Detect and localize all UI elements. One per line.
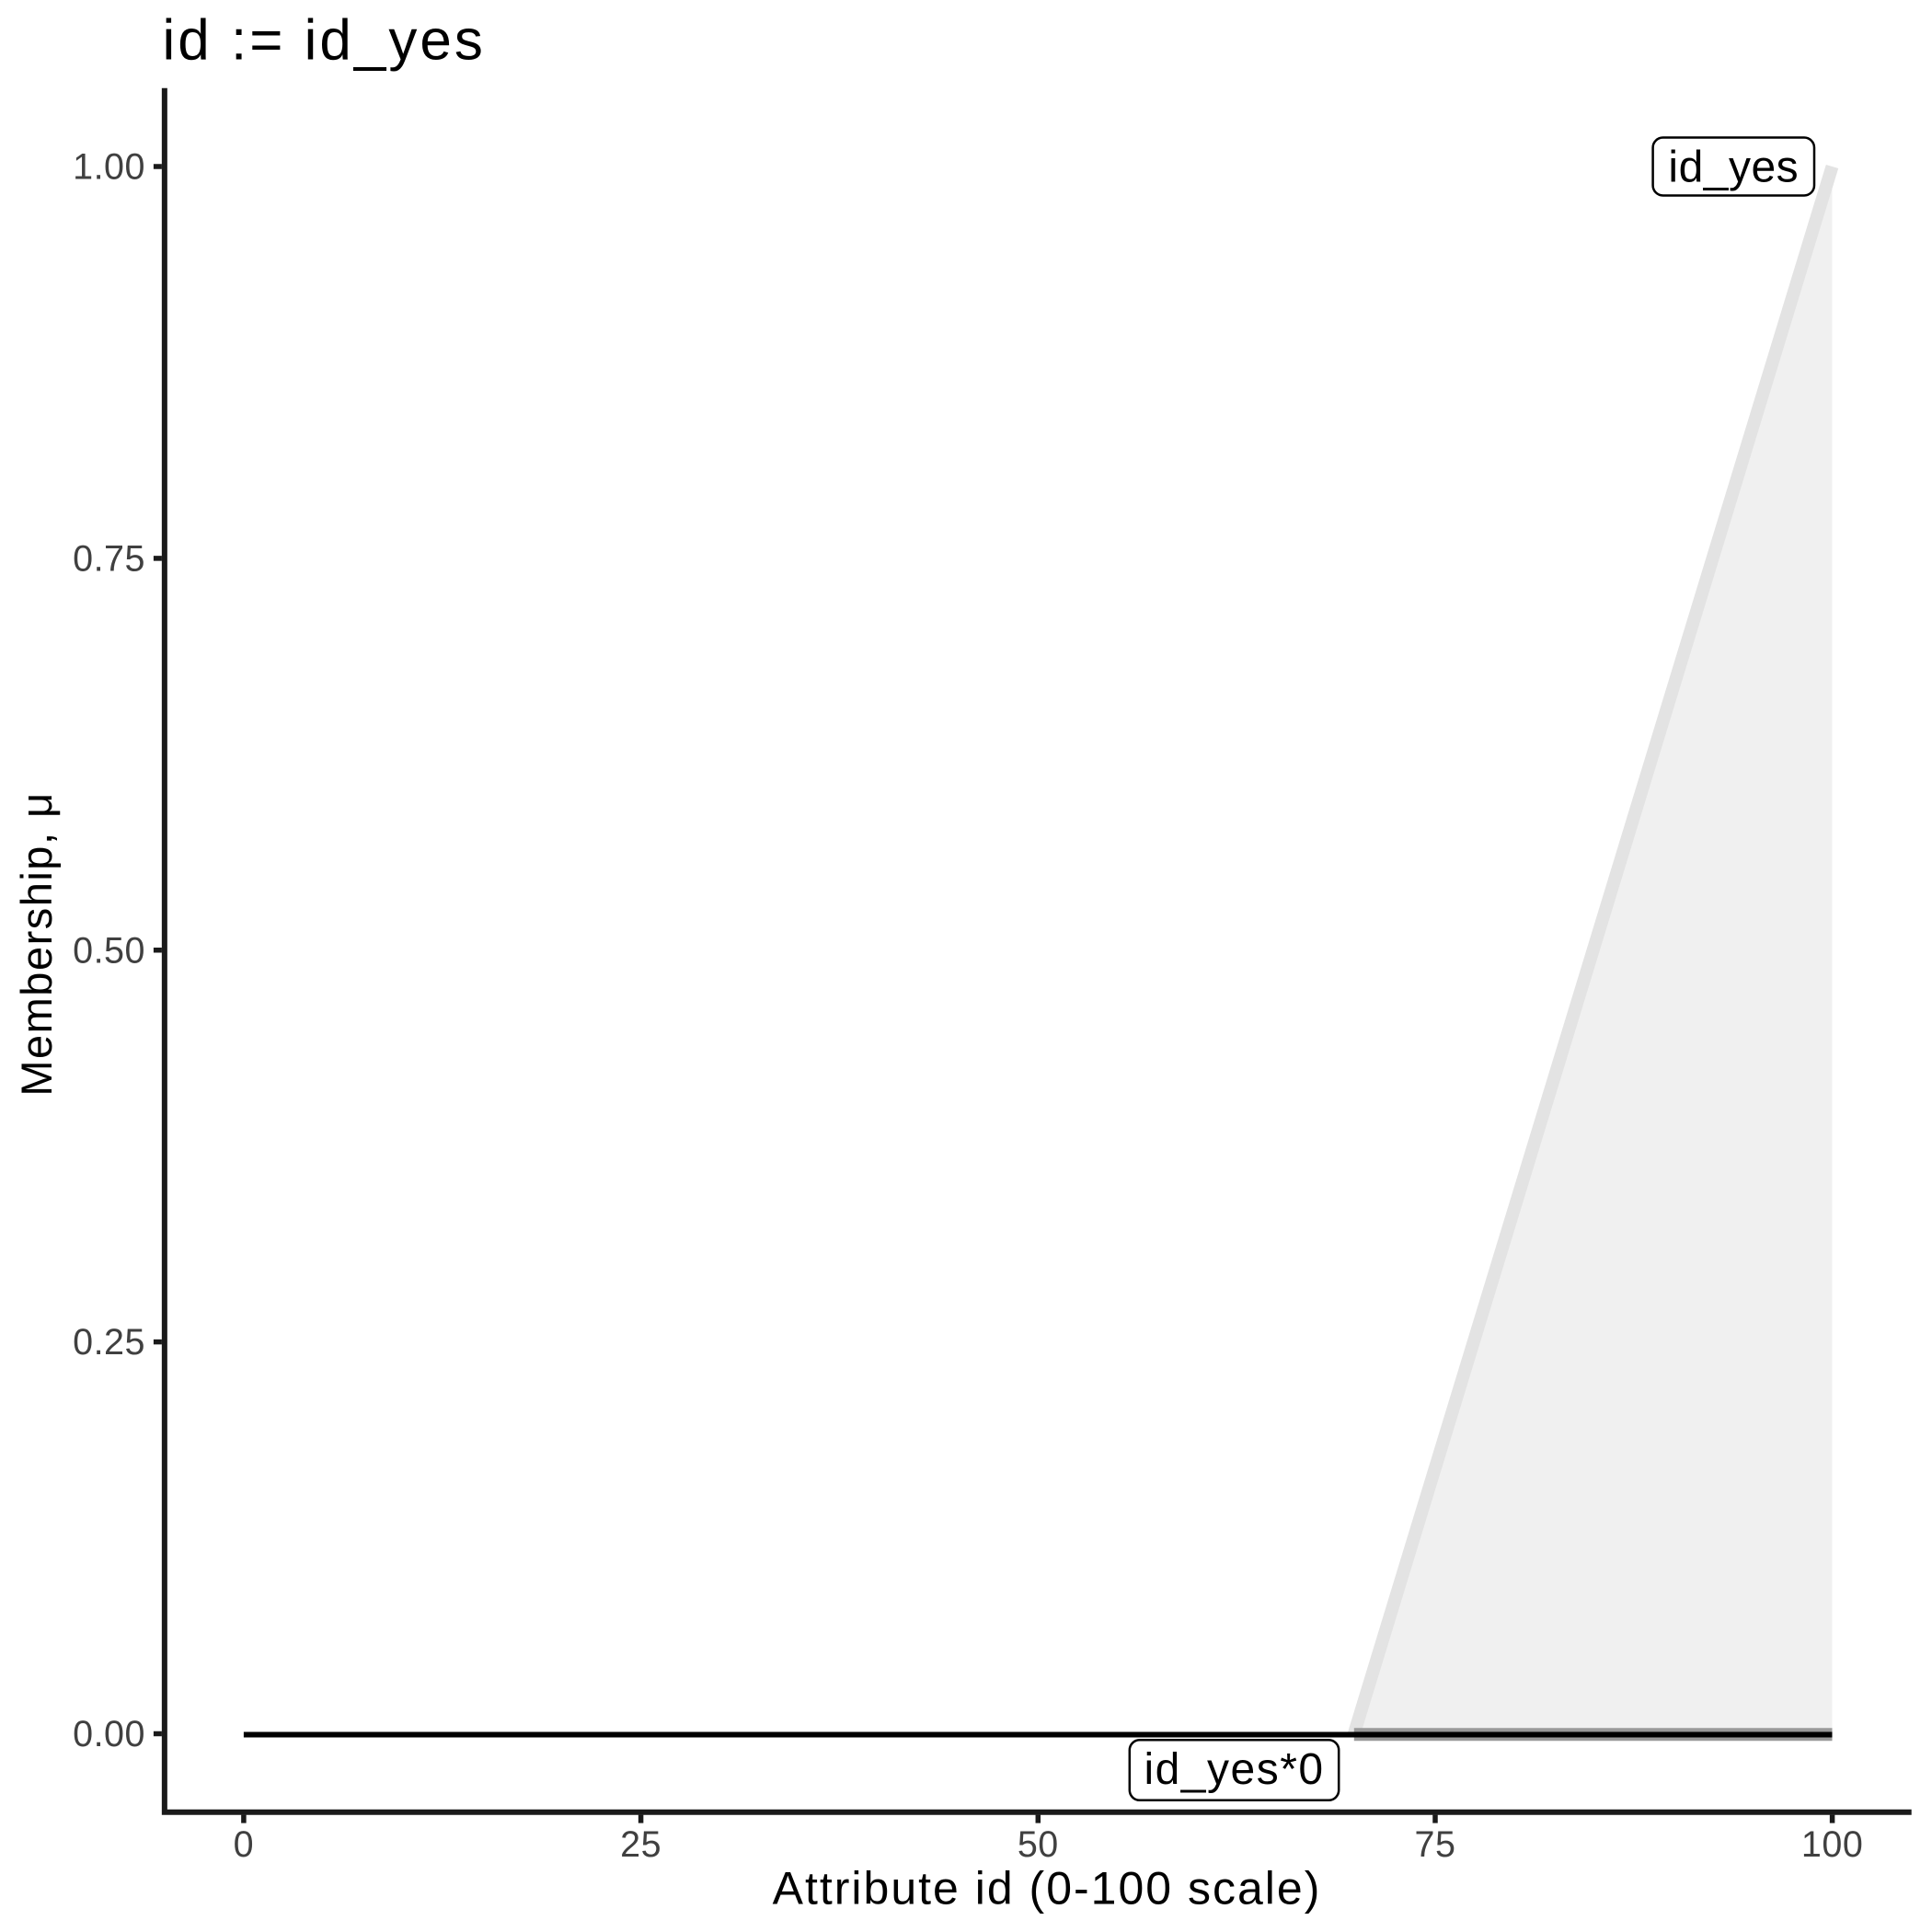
svg-text:0.50: 0.50 [73,930,145,971]
svg-text:0.00: 0.00 [73,1714,145,1754]
svg-text:0: 0 [234,1824,254,1865]
svg-text:50: 50 [1018,1824,1059,1865]
svg-text:Membership, μ: Membership, μ [12,791,61,1096]
svg-text:25: 25 [620,1824,661,1865]
svg-text:100: 100 [1801,1824,1863,1865]
svg-text:0.75: 0.75 [73,538,145,579]
svg-text:id_yes: id_yes [1668,144,1799,192]
svg-text:Attribute id (0-100 scale): Attribute id (0-100 scale) [773,1863,1322,1915]
svg-text:id := id_yes: id := id_yes [163,9,486,73]
svg-text:1.00: 1.00 [73,147,145,188]
svg-text:0.25: 0.25 [73,1322,145,1363]
svg-text:id_yes*0: id_yes*0 [1144,1745,1324,1794]
svg-text:75: 75 [1415,1824,1456,1865]
